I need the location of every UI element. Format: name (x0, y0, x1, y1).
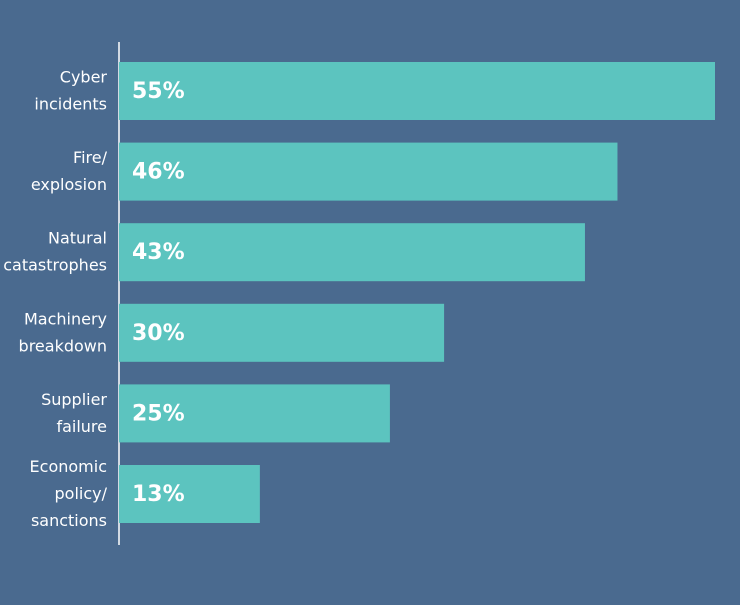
category-line: policy/ (55, 484, 108, 503)
category-line: Supplier (41, 389, 107, 408)
category-line: Cyber (60, 67, 108, 86)
category-label: Fire/explosion (31, 148, 108, 194)
bar (119, 142, 618, 201)
value-label: 55% (132, 79, 185, 104)
category-label: Economic policy/sanctions (30, 457, 108, 530)
category-line: Economic (30, 457, 107, 476)
category-line: Machinery (24, 309, 107, 328)
value-label: 25% (132, 401, 185, 426)
category-line: sanctions (31, 511, 107, 530)
bar (119, 465, 260, 523)
category-line: incidents (34, 94, 107, 113)
value-label: 43% (132, 240, 185, 265)
value-label: 13% (132, 482, 185, 507)
bar (119, 223, 585, 282)
category-line: explosion (31, 175, 107, 194)
category-label: Natural catastrophes (3, 228, 107, 274)
category-line: Natural (48, 228, 107, 247)
category-line: Fire/ (73, 148, 108, 167)
category-label: Cyber incidents (34, 67, 107, 113)
value-label: 30% (132, 321, 185, 346)
bar (119, 303, 445, 362)
category-line: catastrophes (3, 255, 107, 274)
category-line: breakdown (19, 336, 107, 355)
category-line: failure (56, 416, 107, 435)
category-label: Supplier failure (41, 389, 107, 435)
bar (119, 62, 715, 120)
bar (119, 384, 390, 443)
category-label: Machinery breakdown (19, 309, 107, 355)
value-label: 46% (132, 160, 185, 185)
